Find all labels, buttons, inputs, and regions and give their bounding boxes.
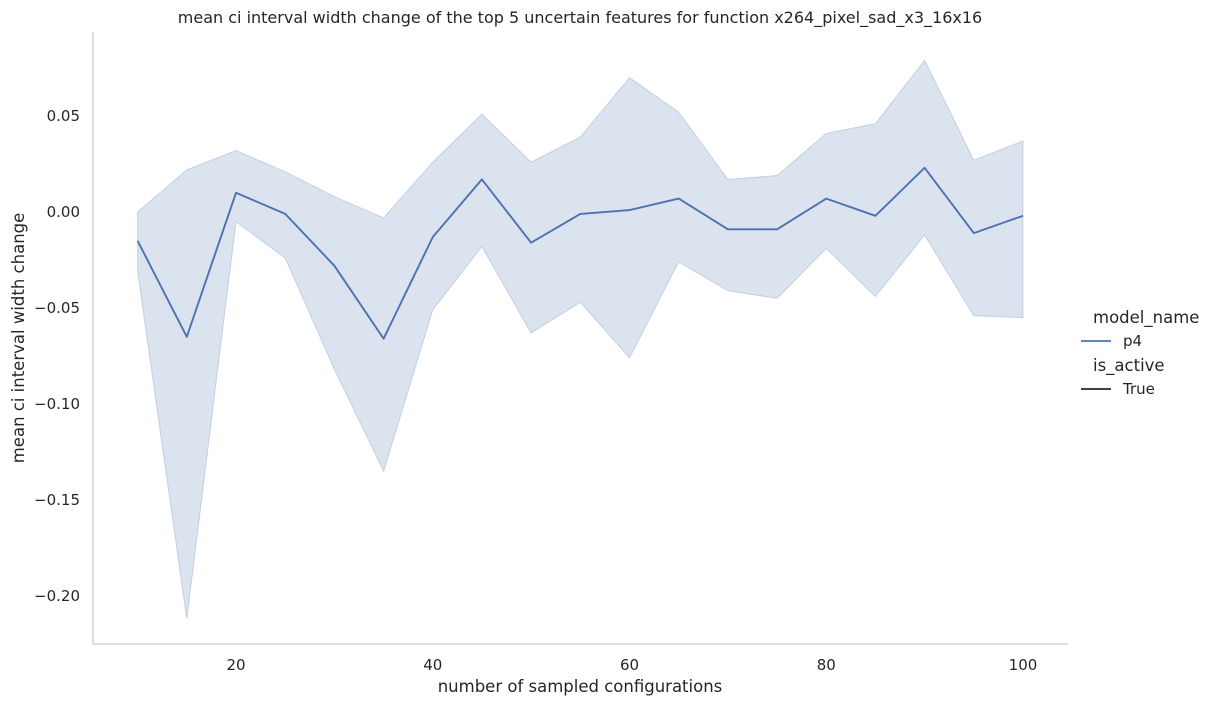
- legend-label-p4: p4: [1123, 332, 1142, 350]
- x-axis-title: number of sampled configurations: [438, 677, 723, 696]
- y-tick-label: −0.15: [34, 491, 80, 509]
- x-tick-label: 40: [423, 656, 442, 674]
- data-point: [1021, 214, 1025, 218]
- data-point: [578, 212, 582, 216]
- confidence-band-p4: [137, 59, 1024, 620]
- legend-style-title: is_active: [1093, 356, 1165, 376]
- data-point: [775, 227, 779, 231]
- data-point: [677, 197, 681, 201]
- x-tick-label: 80: [817, 656, 836, 674]
- x-axis-ticks: 20 40 60 80 100: [226, 656, 1037, 674]
- y-axis-ticks: −0.20 −0.15 −0.10 −0.05 0.00 0.05: [34, 107, 80, 605]
- data-point: [136, 239, 140, 243]
- data-point: [873, 214, 877, 218]
- y-tick-label: −0.05: [34, 299, 80, 317]
- chart-title: mean ci interval width change of the top…: [178, 8, 982, 28]
- data-point: [332, 264, 336, 268]
- data-point: [382, 337, 386, 341]
- y-tick-label: 0.05: [47, 107, 80, 125]
- data-point: [824, 197, 828, 201]
- data-point: [431, 235, 435, 239]
- x-tick-label: 100: [1009, 656, 1038, 674]
- data-point: [234, 191, 238, 195]
- x-tick-label: 60: [620, 656, 639, 674]
- data-point: [923, 166, 927, 170]
- data-point: [628, 208, 632, 212]
- y-axis-title: mean ci interval width change: [9, 213, 28, 464]
- data-point: [480, 177, 484, 181]
- plot-area: [136, 59, 1025, 620]
- data-point: [529, 241, 533, 245]
- legend-hue-title: model_name: [1093, 308, 1199, 328]
- data-point: [726, 227, 730, 231]
- legend-label-true: True: [1122, 380, 1155, 398]
- y-tick-label: −0.20: [34, 587, 80, 605]
- data-point: [283, 212, 287, 216]
- data-point: [972, 231, 976, 235]
- data-point: [185, 335, 189, 339]
- y-tick-label: 0.00: [47, 203, 80, 221]
- legend: model_name p4 is_active True: [1081, 308, 1199, 398]
- series-line-p4: [136, 166, 1024, 340]
- x-tick-label: 20: [226, 656, 245, 674]
- y-tick-label: −0.10: [34, 395, 80, 413]
